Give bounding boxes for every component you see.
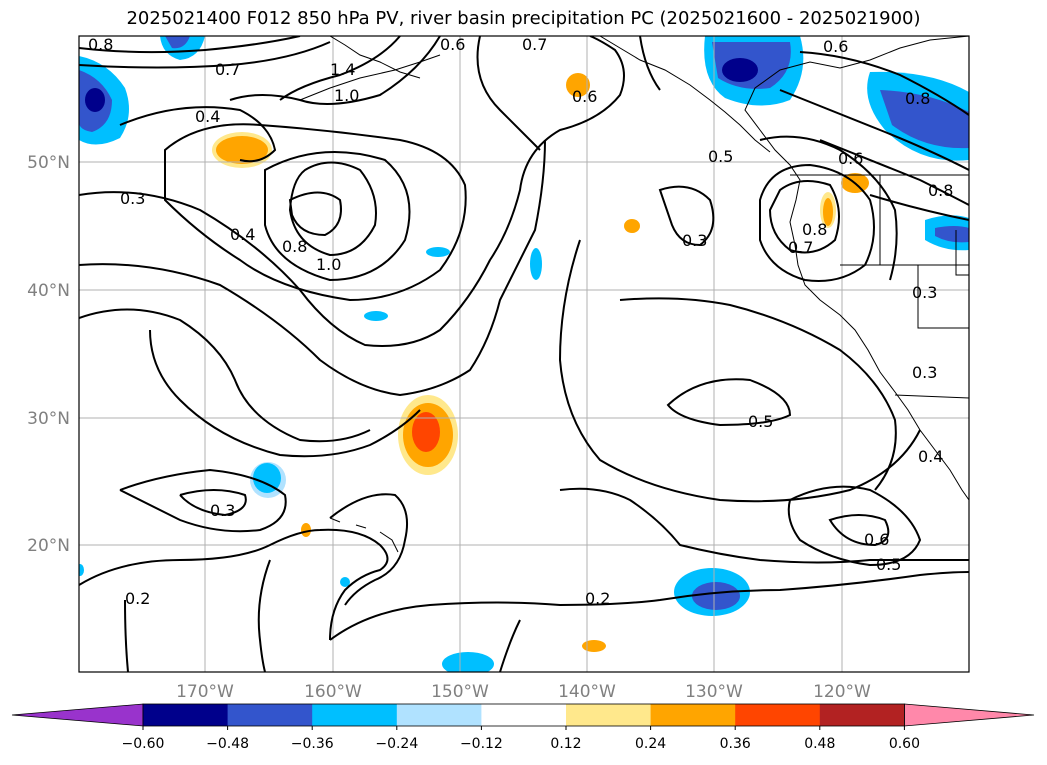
- svg-text:0.2: 0.2: [125, 589, 150, 608]
- svg-text:0.6: 0.6: [440, 35, 465, 54]
- svg-text:0.7: 0.7: [522, 35, 547, 54]
- colorbar-extend-min: [11, 703, 144, 727]
- lat-label-20n: 20°N: [27, 536, 70, 556]
- svg-text:0.6: 0.6: [864, 530, 889, 549]
- lon-label-170w: 170°W: [176, 682, 234, 702]
- svg-text:0.4: 0.4: [230, 225, 255, 244]
- latitude-labels: 50°N 40°N 30°N 20°N: [27, 153, 70, 556]
- contour-labels: 0.8 0.7 1.4 1.0 0.6 0.7 0.6 0.4 0.8 0.6 …: [88, 35, 953, 608]
- lon-label-120w: 120°W: [813, 682, 871, 702]
- svg-text:1.0: 1.0: [334, 86, 359, 105]
- lat-label-30n: 30°N: [27, 409, 70, 429]
- colorbar: −0.60 −0.48 −0.36 −0.24 −0.12 0.12 0.24 0.36 0.4…: [11, 703, 1035, 752]
- map-plot-area: [79, 36, 969, 672]
- svg-text:0.3: 0.3: [210, 501, 235, 520]
- svg-text:0.8: 0.8: [88, 35, 113, 54]
- colorbar-tick-label: −0.12: [460, 736, 503, 752]
- svg-text:1.4: 1.4: [330, 60, 355, 79]
- lon-label-130w: 130°W: [685, 682, 743, 702]
- coastlines: [299, 36, 969, 553]
- lon-label-140w: 140°W: [558, 682, 616, 702]
- colorbar-segment: [227, 704, 313, 726]
- svg-text:1.0: 1.0: [316, 255, 341, 274]
- map-frame: [78, 35, 970, 673]
- svg-text:0.5: 0.5: [708, 147, 733, 166]
- longitude-labels: 170°W 160°W 150°W 140°W 130°W 120°W: [176, 682, 871, 702]
- svg-text:0.7: 0.7: [215, 60, 240, 79]
- colorbar-segment: [650, 704, 736, 726]
- svg-text:0.6: 0.6: [823, 37, 848, 56]
- pv-contours: [79, 36, 969, 672]
- svg-text:0.8: 0.8: [802, 220, 827, 239]
- colorbar-segment: [735, 704, 821, 726]
- colorbar-tick-label: 0.12: [550, 736, 581, 752]
- svg-text:0.6: 0.6: [572, 87, 597, 106]
- colorbar-tick-label: 0.60: [889, 736, 920, 752]
- colorbar-tick-label: −0.24: [375, 736, 418, 752]
- svg-text:0.7: 0.7: [788, 238, 813, 257]
- colorbar-segment: [312, 704, 398, 726]
- colorbar-segment: [819, 704, 905, 726]
- colorbar-segment: [143, 704, 229, 726]
- svg-text:0.4: 0.4: [195, 107, 220, 126]
- colorbar-segment: [566, 704, 652, 726]
- svg-text:0.4: 0.4: [918, 447, 943, 466]
- colorbar-segment: [481, 704, 567, 726]
- svg-text:0.8: 0.8: [905, 89, 930, 108]
- lon-label-160w: 160°W: [304, 682, 362, 702]
- colorbar-tick-label: −0.48: [206, 736, 249, 752]
- map-title: 2025021400 F012 850 hPa PV, river basin …: [126, 8, 921, 29]
- colorbar-frame: [142, 703, 905, 727]
- svg-text:0.2: 0.2: [585, 589, 610, 608]
- svg-text:0.3: 0.3: [912, 283, 937, 302]
- svg-text:0.8: 0.8: [928, 181, 953, 200]
- svg-text:0.3: 0.3: [682, 231, 707, 250]
- colorbar-tick-label: 0.36: [720, 736, 751, 752]
- graticule: [79, 36, 969, 672]
- negative-precip-shading: [79, 36, 969, 672]
- svg-text:0.3: 0.3: [120, 189, 145, 208]
- svg-text:0.5: 0.5: [748, 412, 773, 431]
- colorbar-tick-label: 0.48: [804, 736, 835, 752]
- colorbar-tick-label: 0.24: [635, 736, 666, 752]
- colorbar-extend-max: [904, 703, 1035, 727]
- lon-label-150w: 150°W: [431, 682, 489, 702]
- colorbar-tick-label: −0.60: [122, 736, 165, 752]
- svg-text:0.6: 0.6: [838, 149, 863, 168]
- colorbar-tick-label: −0.36: [291, 736, 334, 752]
- positive-precip-shading: [212, 73, 869, 652]
- lat-label-50n: 50°N: [27, 153, 70, 173]
- svg-text:0.5: 0.5: [876, 555, 901, 574]
- svg-text:0.3: 0.3: [912, 363, 937, 382]
- lat-label-40n: 40°N: [27, 281, 70, 301]
- colorbar-segment: [396, 704, 482, 726]
- svg-text:0.8: 0.8: [282, 237, 307, 256]
